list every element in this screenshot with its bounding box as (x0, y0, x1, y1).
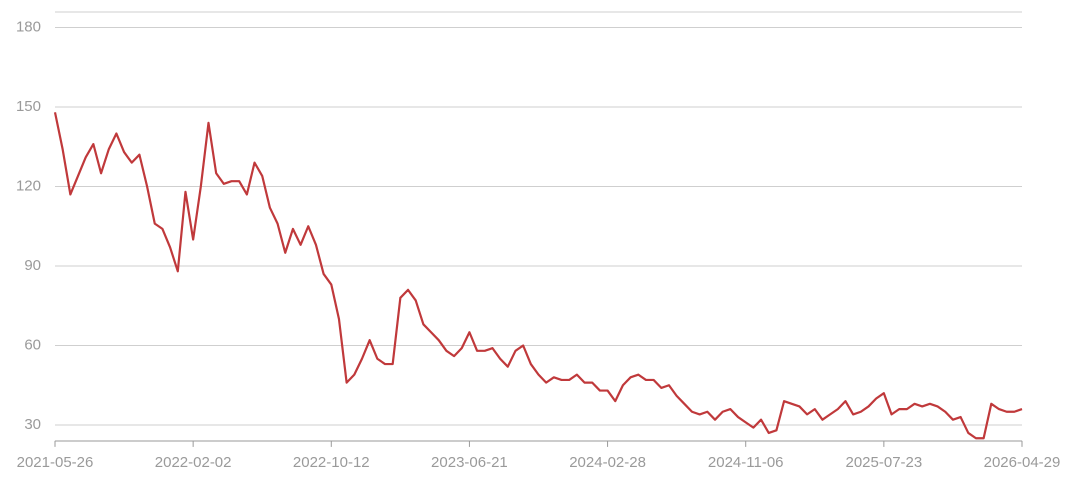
data-line (53, 112, 1023, 440)
y-tick-label: 180 (16, 18, 41, 35)
x-tick-label: 2022-02-02 (155, 454, 232, 471)
y-tick-label: 120 (16, 177, 41, 194)
y-tick-label: 30 (24, 416, 41, 433)
x-tick-label: 2022-10-12 (293, 454, 370, 471)
y-tick-label: 90 (24, 257, 41, 274)
y-tick-label: 150 (16, 98, 41, 115)
x-tick-label: 2024-02-28 (569, 454, 646, 471)
x-tick-label: 2026-04-29 (984, 454, 1061, 471)
x-tick-label: 2021-05-26 (17, 454, 94, 471)
y-tick-label: 60 (24, 336, 41, 353)
x-tick-label: 2024-11-06 (708, 454, 784, 471)
x-tick-label: 2025-07-23 (845, 454, 922, 471)
x-tick-label: 2023-06-21 (431, 454, 508, 471)
